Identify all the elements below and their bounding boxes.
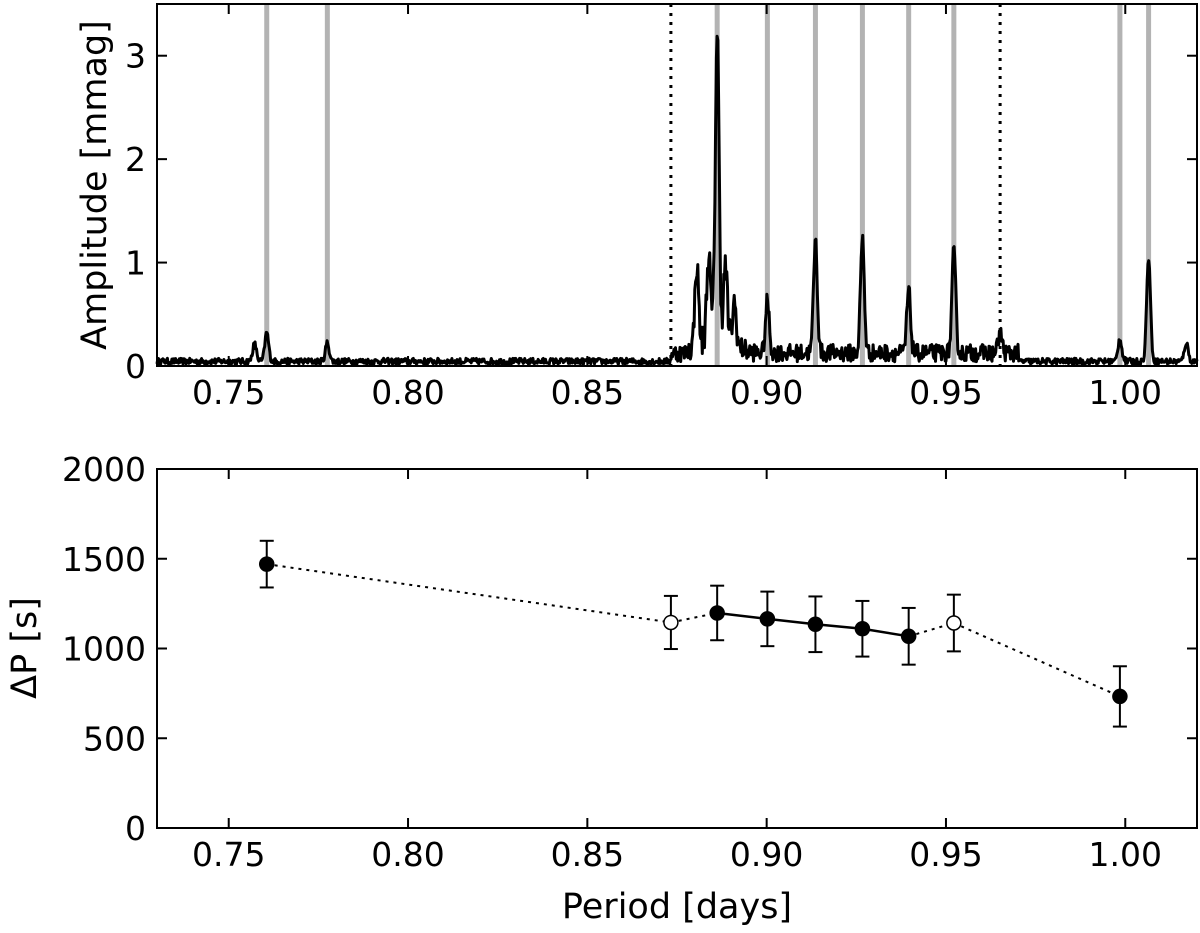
bottom-x-tick-label: 0.85	[551, 835, 624, 874]
data-point-filled	[807, 616, 824, 633]
top-y-ticks: 0 1 2 3	[125, 37, 1197, 386]
top-x-tick-label: 1.00	[1089, 373, 1162, 412]
bottom-y-tick-label: 2000	[62, 450, 146, 489]
bottom-x-axis-label: Period [days]	[562, 887, 792, 927]
bottom-x-ticks: 0.75 0.80 0.85 0.90 0.95 1.00	[192, 469, 1162, 874]
top-y-axis-label: Amplitude [mmag]	[75, 20, 115, 350]
top-x-tick-label: 0.90	[730, 373, 803, 412]
data-point-open	[946, 615, 962, 631]
bottom-x-tick-label: 0.90	[730, 835, 803, 874]
top-y-tick-label: 1	[125, 244, 146, 283]
bottom-x-tick-label: 0.95	[909, 835, 982, 874]
bottom-y-ticks: 0 500 1000 1500 2000	[62, 450, 1197, 848]
data-point-filled	[759, 611, 776, 627]
amplitude-spectrum-line	[155, 34, 1199, 366]
top-y-tick-label: 3	[125, 37, 146, 76]
bottom-y-tick-label: 1000	[62, 630, 146, 669]
data-point-filled	[900, 628, 917, 645]
bottom-y-tick-label: 0	[125, 809, 146, 848]
top-x-tick-label: 0.75	[192, 373, 265, 412]
data-point-filled	[258, 556, 275, 572]
period-spacing-errorbars	[259, 539, 1127, 728]
bottom-x-tick-label: 0.75	[192, 835, 265, 874]
top-y-tick-label: 0	[125, 347, 146, 386]
mode-markers	[264, 4, 1152, 366]
dotted-connector	[266, 563, 672, 624]
period-spacing-connectors	[266, 563, 1121, 698]
dotted-connector	[953, 622, 1121, 698]
period-spacing-panel: 0.75 0.80 0.85 0.90 0.95 1.00 0 500 1000 1500 200…	[5, 450, 1198, 927]
data-point-filled	[1112, 688, 1128, 705]
bottom-x-tick-label: 0.80	[371, 835, 444, 874]
bottom-y-tick-label: 1500	[62, 540, 146, 579]
top-plot-frame	[156, 3, 1198, 367]
top-x-ticks: 0.75 0.80 0.85 0.90 0.95 1.00	[192, 4, 1162, 412]
top-x-tick-label: 0.95	[909, 373, 982, 412]
top-y-tick-label: 2	[125, 140, 146, 179]
bottom-y-tick-label: 500	[83, 719, 146, 758]
amplitude-spectrum-panel: 0.75 0.80 0.85 0.90 0.95 1.00 0 1 2 3 Amplitude …	[75, 3, 1199, 412]
data-point-filled	[854, 621, 871, 637]
period-spacing-points	[258, 556, 1128, 705]
bottom-x-tick-label: 1.00	[1089, 835, 1162, 874]
bottom-y-axis-label: ΔP [s]	[5, 597, 45, 699]
data-point-open	[663, 614, 679, 631]
top-x-tick-label: 0.85	[551, 373, 624, 412]
data-point-filled	[709, 605, 725, 621]
top-x-tick-label: 0.80	[371, 373, 444, 412]
